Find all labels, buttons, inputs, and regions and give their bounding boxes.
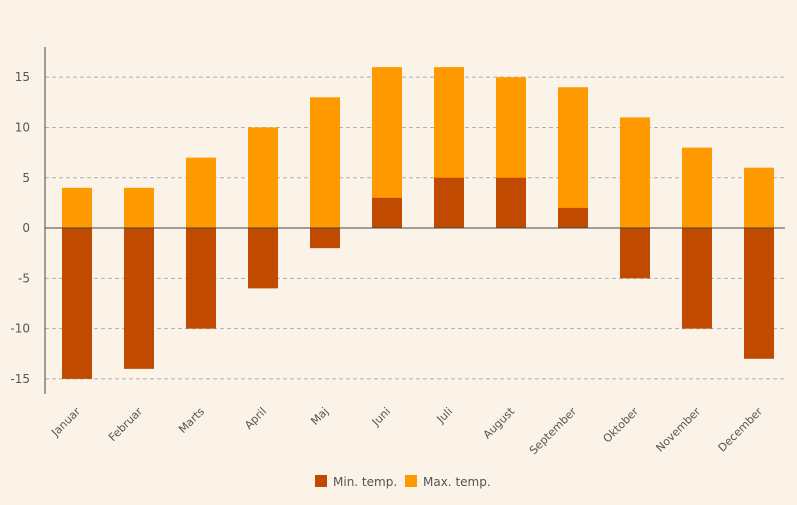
x-tick-label: September [527,405,580,458]
x-tick-label: Oktober [601,405,642,446]
x-tick-label: Juli [434,405,455,426]
bar-min-temp [434,177,464,229]
x-tick-label: Maj [308,405,331,428]
bar-min-temp [310,228,340,249]
bar-max-temp [558,87,588,229]
bar-max-temp [62,187,92,229]
x-tick-label: Januar [48,405,83,440]
x-tick-label: November [653,405,703,455]
bar-min-temp [124,228,154,369]
bar-min-temp [744,228,774,359]
axis-layer [44,47,785,394]
bar-min-temp [620,228,650,279]
x-tick-label: August [481,404,518,441]
bar-min-temp [558,207,588,229]
y-tick-label: 5 [22,171,30,185]
legend-swatch-min [315,475,327,487]
bar-max-temp [248,127,278,229]
bar-max-temp [620,117,650,229]
legend: Min. temp. Max. temp. [315,475,491,489]
x-tick-label: Marts [176,405,207,436]
bar-min-temp [372,197,402,229]
x-tick-label: April [242,405,269,432]
y-tick-label: 10 [15,120,30,134]
x-tick-label: Juni [369,405,393,429]
y-tick-label: -5 [18,271,30,285]
y-tick-label: -15 [10,372,30,386]
x-tick-label: Februar [106,405,145,444]
bar-min-temp [248,228,278,289]
y-tick-label: 0 [22,221,30,235]
legend-label-min: Min. temp. [333,475,397,489]
y-tick-label: 15 [15,70,30,84]
y-tick-label: -10 [10,322,30,336]
bar-min-temp [62,228,92,379]
grid-layer [45,76,785,380]
bar-layer [62,67,774,379]
bar-max-temp [310,97,340,229]
bar-min-temp [682,228,712,329]
legend-swatch-max [405,475,417,487]
legend-label-max: Max. temp. [423,475,491,489]
bar-max-temp [682,147,712,229]
bar-max-temp [744,167,774,229]
bar-max-temp [124,187,154,229]
bar-min-temp [186,228,216,329]
bar-max-temp [186,157,216,229]
x-tick-label: December [716,405,766,455]
bar-min-temp [496,177,526,229]
